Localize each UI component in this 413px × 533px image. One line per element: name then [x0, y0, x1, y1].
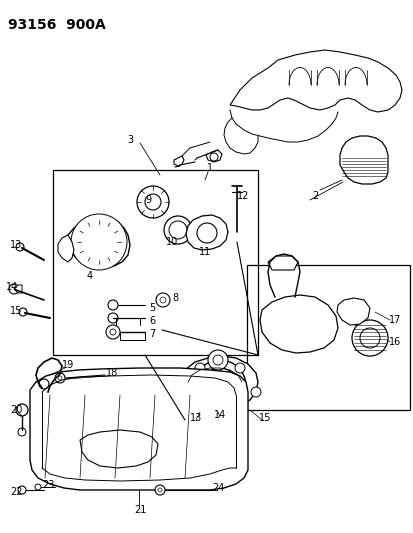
- Circle shape: [19, 308, 27, 316]
- Circle shape: [108, 313, 118, 323]
- Circle shape: [202, 368, 237, 404]
- Text: 13: 13: [10, 240, 22, 250]
- Circle shape: [108, 300, 118, 310]
- Circle shape: [158, 488, 161, 492]
- Circle shape: [18, 428, 26, 436]
- Text: 10: 10: [166, 237, 178, 247]
- Text: 23: 23: [42, 480, 54, 490]
- Text: 16: 16: [388, 337, 400, 347]
- Circle shape: [71, 214, 127, 270]
- Text: 93156  900A: 93156 900A: [8, 18, 105, 32]
- Circle shape: [359, 328, 379, 348]
- Circle shape: [194, 360, 245, 412]
- Circle shape: [195, 363, 204, 373]
- Text: 24: 24: [211, 483, 224, 493]
- Text: 3: 3: [127, 135, 133, 145]
- Circle shape: [35, 484, 41, 490]
- Text: 5: 5: [149, 303, 155, 313]
- Text: 14: 14: [214, 410, 225, 420]
- Circle shape: [156, 293, 170, 307]
- Circle shape: [16, 404, 28, 416]
- Circle shape: [235, 363, 244, 373]
- Polygon shape: [259, 295, 337, 353]
- Text: 8: 8: [171, 293, 178, 303]
- Circle shape: [58, 376, 62, 380]
- Text: 14: 14: [6, 282, 18, 292]
- Polygon shape: [58, 235, 74, 262]
- Polygon shape: [267, 256, 297, 270]
- Bar: [247, 265, 409, 410]
- Polygon shape: [230, 50, 401, 112]
- Circle shape: [154, 485, 165, 495]
- Polygon shape: [80, 430, 158, 468]
- Circle shape: [169, 221, 187, 239]
- Polygon shape: [68, 217, 130, 268]
- Text: 7: 7: [149, 329, 155, 339]
- Text: 9: 9: [145, 195, 151, 205]
- Text: 12: 12: [236, 191, 249, 201]
- Bar: [53, 170, 257, 355]
- Circle shape: [164, 216, 192, 244]
- Circle shape: [106, 325, 120, 339]
- Text: 20: 20: [10, 405, 22, 415]
- Circle shape: [137, 186, 169, 218]
- Circle shape: [250, 387, 260, 397]
- Text: 19: 19: [62, 360, 74, 370]
- Circle shape: [197, 223, 216, 243]
- Polygon shape: [206, 150, 221, 162]
- Text: 13: 13: [190, 413, 202, 423]
- Text: 1: 1: [206, 163, 213, 173]
- Circle shape: [55, 373, 65, 383]
- Polygon shape: [173, 156, 183, 166]
- Text: 6: 6: [149, 316, 155, 326]
- Polygon shape: [336, 298, 369, 325]
- Polygon shape: [30, 368, 247, 490]
- Polygon shape: [14, 285, 22, 293]
- Circle shape: [178, 387, 189, 397]
- Polygon shape: [185, 215, 228, 250]
- Text: 18: 18: [106, 368, 118, 378]
- Circle shape: [9, 284, 19, 294]
- Circle shape: [87, 230, 111, 254]
- Text: 21: 21: [133, 505, 146, 515]
- Circle shape: [159, 297, 166, 303]
- Circle shape: [16, 243, 24, 251]
- Circle shape: [39, 379, 49, 389]
- Text: 15: 15: [10, 306, 22, 316]
- Text: 11: 11: [198, 247, 211, 257]
- Polygon shape: [339, 136, 387, 184]
- Circle shape: [207, 350, 228, 370]
- Text: 15: 15: [258, 413, 271, 423]
- Circle shape: [145, 194, 161, 210]
- Circle shape: [110, 329, 116, 335]
- Circle shape: [351, 320, 387, 356]
- Text: 22: 22: [10, 487, 22, 497]
- Circle shape: [209, 153, 218, 161]
- Circle shape: [212, 355, 223, 365]
- Text: 17: 17: [388, 315, 400, 325]
- Circle shape: [77, 220, 121, 264]
- Circle shape: [18, 486, 26, 494]
- Text: 2: 2: [311, 191, 317, 201]
- Text: 4: 4: [87, 271, 93, 281]
- Polygon shape: [183, 356, 257, 412]
